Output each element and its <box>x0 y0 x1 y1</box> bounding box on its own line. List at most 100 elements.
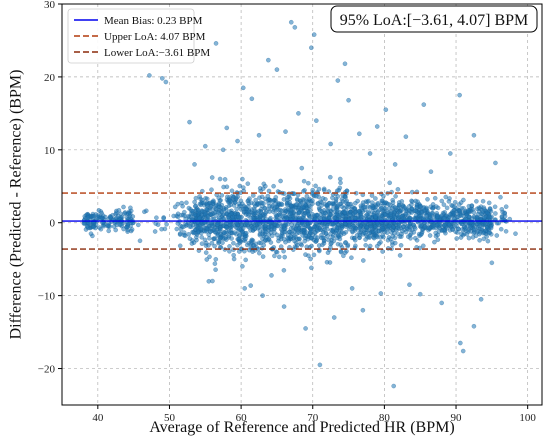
data-point <box>103 214 108 220</box>
data-point <box>399 228 405 234</box>
data-point <box>147 73 152 78</box>
data-point <box>252 203 258 209</box>
data-point <box>441 215 447 221</box>
data-point <box>392 162 398 167</box>
data-point <box>213 41 219 46</box>
data-point <box>332 215 338 220</box>
data-point <box>384 209 390 214</box>
data-point <box>271 183 276 189</box>
data-point <box>223 205 229 210</box>
data-point <box>220 216 226 222</box>
data-point <box>340 225 345 230</box>
data-point <box>220 240 225 245</box>
data-point <box>484 234 489 239</box>
data-point <box>312 224 317 230</box>
data-point <box>307 215 313 220</box>
data-point <box>392 205 398 210</box>
data-point <box>219 209 224 215</box>
data-point <box>428 215 433 220</box>
data-point <box>342 210 348 215</box>
data-point <box>479 226 485 231</box>
data-point <box>489 260 495 266</box>
data-point <box>121 226 126 232</box>
data-point <box>274 213 280 219</box>
data-point <box>435 237 441 242</box>
data-point <box>493 160 498 166</box>
y-tick-label: 30 <box>44 0 56 11</box>
data-point <box>238 203 243 209</box>
data-point <box>314 237 320 243</box>
data-point <box>374 124 380 129</box>
data-point <box>360 200 366 205</box>
data-point <box>392 215 398 220</box>
data-point <box>310 198 315 203</box>
data-point <box>296 226 301 232</box>
data-point <box>234 206 239 212</box>
data-point <box>199 241 205 246</box>
data-point <box>262 196 268 202</box>
data-point <box>288 203 294 209</box>
data-point <box>205 214 211 219</box>
data-point <box>383 107 389 113</box>
data-point <box>348 212 353 218</box>
data-point <box>261 181 267 187</box>
data-point <box>181 232 187 238</box>
data-point <box>371 235 377 241</box>
data-point <box>240 176 245 182</box>
data-point <box>177 243 183 249</box>
data-point <box>466 203 472 209</box>
data-point <box>349 286 355 291</box>
data-point <box>308 256 313 262</box>
data-point <box>368 225 374 230</box>
data-point <box>237 226 242 232</box>
data-point <box>91 224 96 230</box>
x-tick-label: 80 <box>379 412 391 424</box>
data-point <box>409 206 415 212</box>
legend-box <box>67 8 195 64</box>
data-point <box>352 237 358 243</box>
data-point <box>212 261 218 267</box>
data-point <box>313 183 318 189</box>
data-point <box>288 234 294 239</box>
data-point <box>364 212 370 217</box>
data-point <box>342 250 348 255</box>
data-point <box>397 253 403 258</box>
data-point <box>175 214 181 220</box>
data-point <box>299 242 305 248</box>
data-point <box>396 202 402 208</box>
loa-annotation: 95% LoA:[−3.61, 4.07] BPM <box>330 5 538 33</box>
data-point <box>304 230 309 235</box>
data-point <box>228 198 233 204</box>
data-point <box>503 204 509 209</box>
data-point <box>352 215 358 221</box>
data-point <box>434 222 440 228</box>
data-point <box>513 231 518 236</box>
data-point <box>270 209 276 214</box>
data-point <box>216 238 221 243</box>
data-point <box>213 267 218 273</box>
data-point <box>269 224 275 230</box>
data-point <box>159 76 165 81</box>
data-point <box>198 226 203 231</box>
data-point <box>262 205 268 211</box>
data-point <box>466 235 472 241</box>
data-point <box>432 239 437 245</box>
data-point <box>397 234 403 239</box>
data-point <box>409 202 414 208</box>
data-point <box>402 205 408 210</box>
data-point <box>210 278 215 284</box>
data-point <box>121 204 126 210</box>
data-point <box>137 238 143 244</box>
data-point <box>422 224 428 230</box>
data-point <box>447 212 453 217</box>
x-tick-label: 100 <box>519 412 536 424</box>
data-point <box>342 61 348 67</box>
data-point <box>300 222 305 227</box>
data-point <box>88 231 94 236</box>
data-point <box>301 188 306 194</box>
data-point <box>250 193 256 198</box>
data-point <box>232 230 237 235</box>
data-point <box>288 19 294 25</box>
data-point <box>202 237 208 243</box>
